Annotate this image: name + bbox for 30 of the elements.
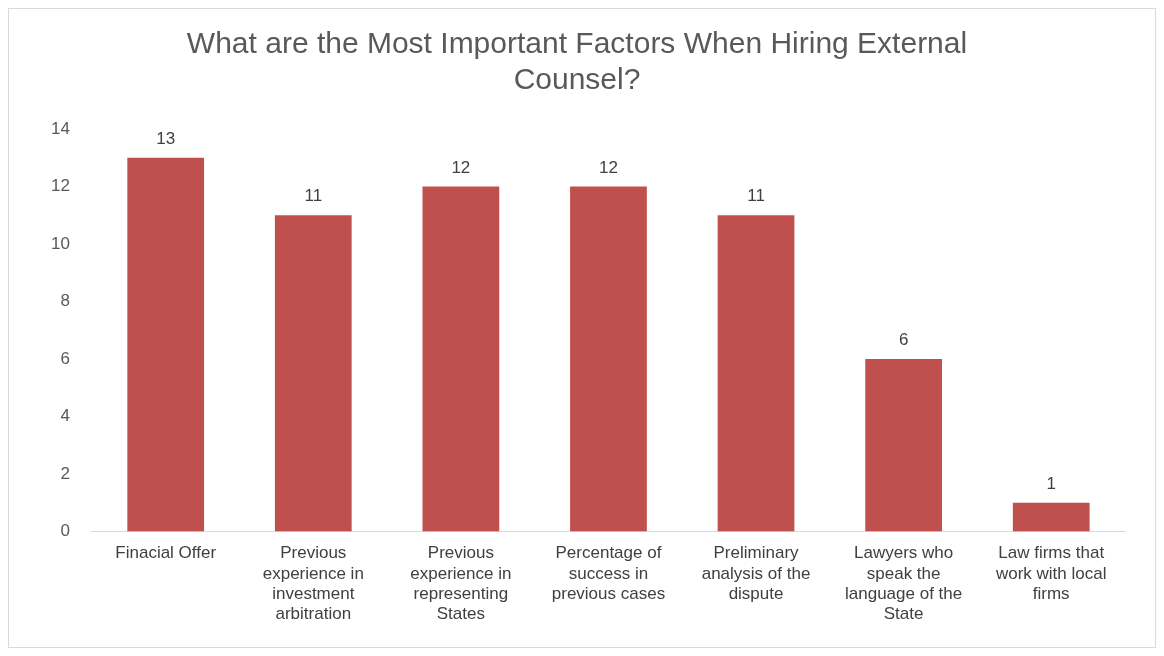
y-tick-label: 10 xyxy=(50,233,70,253)
data-label: 6 xyxy=(898,330,909,350)
x-tick-label: Previous experience in representing States xyxy=(410,543,512,624)
y-tick-label: 12 xyxy=(50,176,70,196)
x-tick-label: Law firms that work with local firms xyxy=(994,543,1107,604)
y-tick-label: 2 xyxy=(60,463,70,483)
bar xyxy=(865,358,942,532)
chart-title: What are the Most Important Factors When Hiring External Counsel? xyxy=(186,26,968,96)
data-label: 11 xyxy=(747,186,765,206)
bar xyxy=(717,215,795,532)
x-tick-label: Preliminary analysis of the dispute xyxy=(701,543,811,604)
bar xyxy=(1012,502,1090,532)
data-label: 12 xyxy=(451,157,471,177)
bar xyxy=(127,157,205,532)
bar xyxy=(274,215,352,532)
data-label: 12 xyxy=(598,157,618,177)
data-label: 11 xyxy=(304,186,323,206)
y-tick-label: 8 xyxy=(60,291,70,311)
x-tick-label: Lawyers who speak the language of the State xyxy=(845,543,963,624)
y-tick-label: 6 xyxy=(60,348,70,368)
y-tick-label: 0 xyxy=(60,521,70,541)
x-tick-label: Previous experience in investment arbitration xyxy=(262,543,364,624)
bar xyxy=(570,186,647,532)
data-label: 13 xyxy=(156,128,176,148)
x-tick-label: Finacial Offer xyxy=(115,543,217,563)
y-tick-label: 14 xyxy=(50,118,70,138)
data-label: 1 xyxy=(1046,473,1056,493)
y-tick-label: 4 xyxy=(60,406,70,426)
bar xyxy=(422,186,500,532)
x-tick-label: Percentage of success in previous cases xyxy=(551,543,666,604)
